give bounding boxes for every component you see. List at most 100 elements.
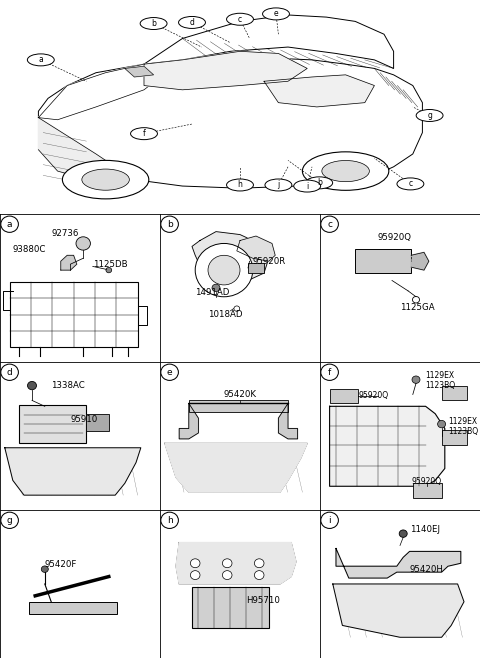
Text: b: b [167,220,172,229]
Circle shape [1,512,18,528]
Circle shape [222,559,232,568]
Text: b: b [317,178,322,188]
Text: 95420K: 95420K [224,390,257,399]
Circle shape [179,16,205,28]
Polygon shape [330,406,445,486]
Circle shape [254,570,264,580]
Circle shape [161,216,179,232]
Circle shape [416,109,443,122]
Text: d: d [190,18,194,27]
Circle shape [82,169,129,190]
Circle shape [412,376,420,384]
Polygon shape [336,549,461,578]
Text: e: e [167,368,172,377]
Bar [442,430,467,445]
Text: 1129EX: 1129EX [426,370,455,380]
Circle shape [131,128,157,139]
Polygon shape [38,118,134,182]
Circle shape [212,284,220,291]
Polygon shape [237,236,275,261]
Circle shape [76,237,90,250]
Polygon shape [38,58,422,188]
Text: 1491AD: 1491AD [195,288,229,297]
Circle shape [161,364,179,380]
Polygon shape [125,66,154,77]
Text: e: e [274,9,278,18]
Text: 92736: 92736 [51,228,79,238]
Circle shape [263,8,289,20]
Text: h: h [167,516,172,525]
Bar [330,388,359,403]
Text: f: f [143,129,145,138]
Text: c: c [408,180,412,188]
Text: 1123BQ: 1123BQ [448,427,478,436]
Bar [413,483,442,498]
Circle shape [438,420,445,428]
Circle shape [1,216,18,232]
Polygon shape [5,447,141,495]
Circle shape [227,179,253,191]
Polygon shape [264,75,374,107]
Text: 1338AC: 1338AC [51,381,85,390]
Text: 95920R: 95920R [253,257,286,266]
Text: 95420F: 95420F [45,560,77,569]
Circle shape [321,512,338,528]
Circle shape [222,570,232,580]
Circle shape [191,570,200,580]
Text: 95920Q: 95920Q [378,233,412,242]
Text: j: j [277,180,279,190]
Circle shape [399,530,407,538]
Text: 93880C: 93880C [13,245,46,254]
Circle shape [322,161,369,182]
Circle shape [208,255,240,285]
Bar [29,601,117,613]
Circle shape [106,267,112,273]
Polygon shape [333,584,464,637]
Circle shape [294,180,321,192]
Circle shape [140,18,167,30]
Bar [10,282,138,347]
Text: 1129EX: 1129EX [448,417,477,426]
Text: b: b [151,19,156,28]
Circle shape [234,306,240,311]
Text: d: d [7,368,12,377]
Text: 1123BQ: 1123BQ [426,381,456,390]
Circle shape [321,216,338,232]
Polygon shape [165,443,307,492]
Text: g: g [7,516,12,525]
Text: f: f [328,368,331,377]
Polygon shape [61,255,77,270]
Polygon shape [176,542,296,584]
Text: 1018AD: 1018AD [208,310,242,319]
Bar [189,400,288,412]
Circle shape [302,152,389,190]
Text: 1140EJ: 1140EJ [409,524,440,534]
Text: i: i [328,516,331,525]
Circle shape [41,566,48,572]
Bar [355,249,411,273]
Circle shape [306,177,333,189]
Polygon shape [144,15,394,68]
Polygon shape [278,403,298,439]
Text: h: h [238,180,242,190]
Circle shape [412,297,420,303]
Text: 1125DB: 1125DB [93,260,127,268]
Circle shape [321,364,338,380]
Text: g: g [427,111,432,120]
Circle shape [254,559,264,568]
Text: 95420H: 95420H [409,565,444,574]
Polygon shape [144,51,307,90]
Circle shape [195,243,253,297]
Circle shape [227,13,253,25]
Polygon shape [179,403,198,439]
Circle shape [1,364,18,380]
Circle shape [62,161,149,199]
Polygon shape [192,232,269,285]
Text: 95920Q: 95920Q [359,392,388,401]
Circle shape [265,179,292,191]
Text: a: a [7,220,12,229]
Circle shape [397,178,424,190]
Bar [192,587,269,628]
Text: 1125GA: 1125GA [400,303,434,312]
Circle shape [27,54,54,66]
